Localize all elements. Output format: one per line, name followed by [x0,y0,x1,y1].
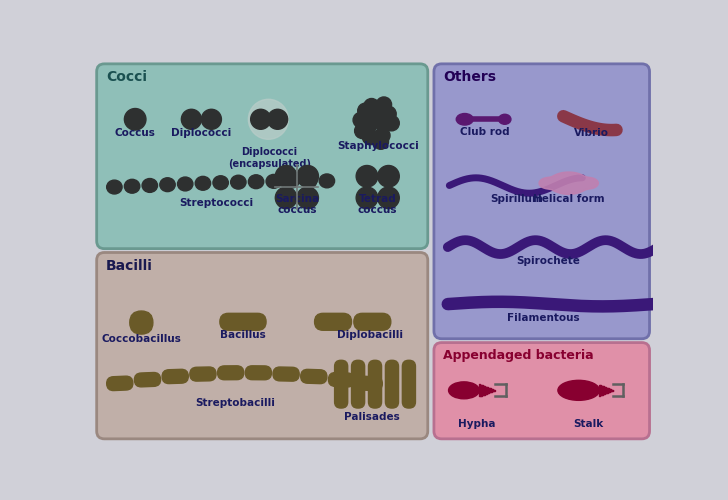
FancyBboxPatch shape [190,367,216,381]
Text: Palisades: Palisades [344,412,400,422]
Ellipse shape [213,176,229,190]
FancyBboxPatch shape [356,376,382,390]
Ellipse shape [301,174,317,188]
Text: Coccus: Coccus [115,128,156,138]
FancyBboxPatch shape [352,360,365,408]
Ellipse shape [499,114,511,124]
Ellipse shape [558,380,599,400]
Circle shape [375,116,390,131]
FancyBboxPatch shape [354,314,391,330]
Circle shape [202,110,221,130]
FancyBboxPatch shape [314,314,352,330]
Text: Tetrad
coccus: Tetrad coccus [358,194,397,215]
Text: Diplococci
(encapsulated): Diplococci (encapsulated) [228,147,311,169]
Ellipse shape [142,178,157,192]
Text: Spirochete: Spirochete [516,256,579,266]
Text: Filamentous: Filamentous [507,313,579,323]
Circle shape [375,128,390,143]
FancyBboxPatch shape [135,372,161,387]
Ellipse shape [160,178,175,192]
Circle shape [181,110,202,130]
Ellipse shape [319,174,335,188]
Text: Hypha: Hypha [457,418,495,428]
FancyBboxPatch shape [130,311,153,334]
Circle shape [275,166,297,187]
Ellipse shape [107,180,122,194]
Circle shape [250,110,271,130]
FancyBboxPatch shape [434,64,649,338]
Circle shape [363,130,378,144]
FancyBboxPatch shape [218,366,244,380]
Ellipse shape [284,174,299,188]
FancyBboxPatch shape [97,64,428,248]
FancyBboxPatch shape [162,370,189,384]
Text: Sarcina
coccus: Sarcina coccus [274,194,319,215]
FancyBboxPatch shape [301,370,327,384]
Circle shape [268,110,288,130]
Circle shape [384,116,399,131]
Text: Streptococci: Streptococci [179,198,253,208]
Circle shape [248,100,288,140]
Circle shape [364,98,379,114]
FancyBboxPatch shape [107,376,132,390]
Ellipse shape [124,180,140,193]
Ellipse shape [178,177,193,191]
Circle shape [378,166,399,187]
Text: Spirillum: Spirillum [491,194,544,204]
Text: Bacilli: Bacilli [106,258,153,272]
Text: Vibrio: Vibrio [574,128,609,138]
Circle shape [353,112,368,128]
FancyBboxPatch shape [368,360,381,408]
Ellipse shape [448,382,479,399]
FancyBboxPatch shape [273,367,299,381]
Ellipse shape [456,114,473,125]
Circle shape [378,187,399,208]
Text: Appendaged bacteria: Appendaged bacteria [443,349,594,362]
FancyBboxPatch shape [403,360,416,408]
Text: Streptobacilli: Streptobacilli [195,398,275,408]
Text: Helical form: Helical form [533,194,604,203]
FancyBboxPatch shape [97,252,428,439]
Circle shape [361,118,376,134]
Ellipse shape [231,175,246,189]
Circle shape [297,166,318,187]
Circle shape [381,106,396,122]
Text: Diplococci: Diplococci [171,128,232,138]
Circle shape [275,187,297,208]
Circle shape [356,187,378,208]
FancyBboxPatch shape [328,372,355,387]
Circle shape [367,106,382,122]
Circle shape [373,134,389,150]
Circle shape [297,187,318,208]
FancyBboxPatch shape [335,360,348,408]
FancyBboxPatch shape [245,366,272,380]
Ellipse shape [266,174,282,188]
Ellipse shape [248,175,264,188]
Text: Cocci: Cocci [106,70,147,84]
FancyBboxPatch shape [434,342,649,439]
Circle shape [356,166,378,187]
Text: Coccobacillus: Coccobacillus [101,334,181,344]
Text: Staphylococci: Staphylococci [337,140,419,150]
Text: Club rod: Club rod [460,126,510,136]
Text: Others: Others [443,70,496,84]
Text: Stalk: Stalk [573,418,603,428]
Circle shape [357,103,373,118]
Text: Bacillus: Bacillus [220,330,266,340]
FancyBboxPatch shape [385,360,398,408]
Polygon shape [539,172,598,195]
Ellipse shape [195,176,210,190]
FancyBboxPatch shape [220,314,266,330]
Circle shape [124,108,146,130]
Circle shape [355,123,370,138]
Text: Diplobacilli: Diplobacilli [337,330,403,340]
Circle shape [376,97,392,112]
